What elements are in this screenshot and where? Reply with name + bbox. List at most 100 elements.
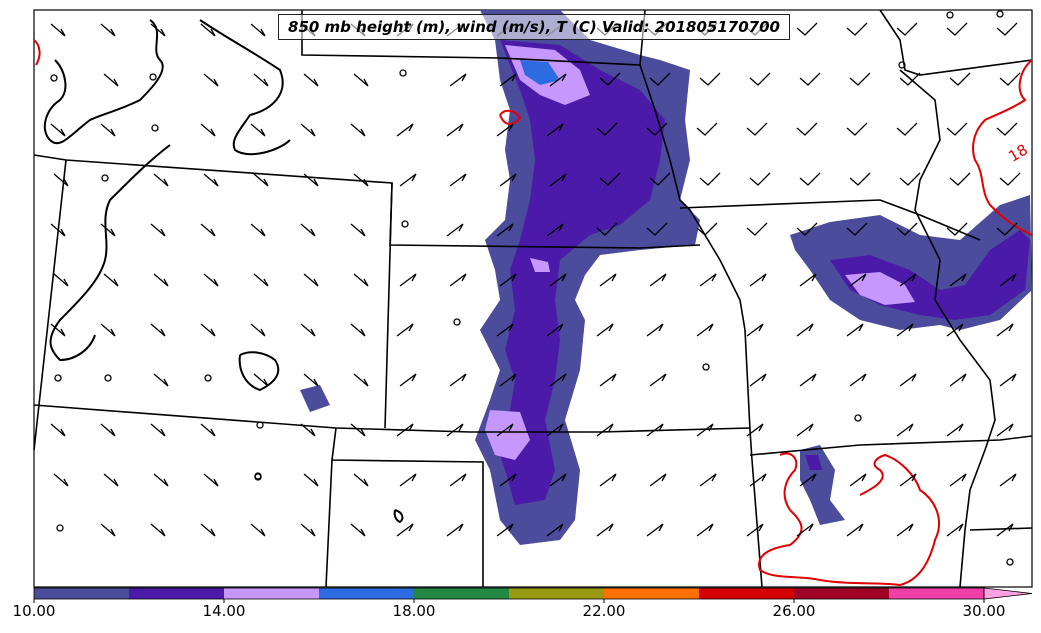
- wind-barb: [449, 73, 467, 87]
- colorbar-segment: [889, 588, 985, 599]
- wind-barb: [646, 222, 668, 236]
- wind-barb: [596, 122, 618, 136]
- wind-barb: [746, 222, 768, 236]
- wind-barb: [50, 423, 66, 437]
- wind-barb: [996, 222, 1018, 236]
- wind-barb: [649, 273, 667, 287]
- wind-barb: [949, 172, 971, 186]
- wind-barb: [596, 523, 614, 537]
- wind-barb: [699, 172, 721, 186]
- wind-barb: [896, 122, 918, 136]
- colorbar-tick-label: 14.00: [202, 602, 246, 620]
- wind-barb: [849, 172, 871, 186]
- wind-barb: [946, 22, 968, 36]
- calm-wind-circle: [399, 69, 407, 77]
- calm-wind-circle: [149, 73, 157, 81]
- wind-barb: [350, 123, 366, 137]
- wind-barb: [103, 473, 119, 487]
- wind-barb: [100, 223, 116, 237]
- wind-shading: [300, 10, 1032, 545]
- wind-barb: [996, 423, 1014, 437]
- wind-barb: [996, 22, 1018, 36]
- calm-wind-circle: [50, 74, 58, 82]
- wind-barb: [496, 523, 514, 537]
- wind-barb: [303, 173, 319, 187]
- wind-barb: [396, 423, 414, 437]
- wind-barb: [499, 173, 517, 187]
- wind-barb: [796, 423, 814, 437]
- wind-barb: [350, 423, 366, 437]
- wind-barb: [999, 172, 1021, 186]
- colorbar-segment: [34, 588, 130, 599]
- wind-barb: [896, 222, 918, 236]
- wind-barb: [896, 423, 914, 437]
- wind-barb: [896, 22, 918, 36]
- wind-barb: [446, 423, 464, 437]
- wind-barb: [999, 273, 1017, 287]
- colorbar-outline: [33, 587, 985, 600]
- wind-barb: [799, 273, 817, 287]
- wind-barb: [849, 273, 867, 287]
- wind-barb: [799, 373, 817, 387]
- calm-wind-circle: [151, 124, 159, 132]
- wind-barb: [946, 523, 964, 537]
- wind-barb: [949, 473, 967, 487]
- wind-barb: [303, 73, 319, 87]
- wind-barb: [896, 523, 914, 537]
- wind-barb: [100, 323, 116, 337]
- wind-barb: [999, 473, 1017, 487]
- calm-wind-circle: [898, 61, 906, 69]
- wind-barb: [899, 273, 917, 287]
- wind-barb: [449, 473, 467, 487]
- colorbar-segment: [794, 588, 890, 599]
- wind-barb: [350, 523, 366, 537]
- wind-barb: [696, 122, 718, 136]
- calm-wind-circle: [854, 414, 862, 422]
- wind-barb: [153, 373, 169, 387]
- wind-barb: [546, 423, 564, 437]
- wind-barb: [353, 173, 369, 187]
- wind-barb: [396, 523, 414, 537]
- wind-barb: [946, 122, 968, 136]
- wind-barb: [996, 122, 1018, 136]
- wind-barb: [599, 273, 617, 287]
- wind-barb: [746, 323, 764, 337]
- wind-band-light-mid: [530, 258, 550, 272]
- wind-barb: [996, 323, 1014, 337]
- calm-wind-circle: [101, 174, 109, 182]
- wind-barb: [699, 72, 721, 86]
- wind-barb: [300, 123, 316, 137]
- wind-barb: [846, 323, 864, 337]
- wind-barb: [303, 273, 319, 287]
- calm-wind-circle: [401, 220, 409, 228]
- wind-barb: [150, 23, 166, 37]
- temperature-contours: [33, 39, 1033, 587]
- wind-barb: [50, 23, 66, 37]
- wind-barb: [353, 473, 369, 487]
- wind-barb: [696, 423, 714, 437]
- wind-band-blue: [520, 60, 560, 85]
- colorbar-segment: [509, 588, 605, 599]
- wind-barb: [696, 323, 714, 337]
- wind-barb: [446, 523, 464, 537]
- wind-barb: [499, 273, 517, 287]
- state-boundaries: [33, 9, 1033, 588]
- colorbar-segment: [414, 588, 510, 599]
- wind-barb: [549, 373, 567, 387]
- wind-barb: [446, 123, 464, 137]
- wind-barb: [200, 123, 216, 137]
- wind-barb: [549, 273, 567, 287]
- wind-barb: [549, 73, 567, 87]
- wind-barb: [350, 223, 366, 237]
- wind-barb: [596, 323, 614, 337]
- calm-wind-circle: [104, 374, 112, 382]
- wind-barb: [153, 273, 169, 287]
- wind-barb: [549, 473, 567, 487]
- wind-barb: [796, 523, 814, 537]
- colorbar-segment: [604, 588, 700, 599]
- wind-barb: [499, 373, 517, 387]
- wind-barb: [749, 72, 771, 86]
- wind-patch-w: [300, 385, 330, 412]
- wind-barb: [496, 323, 514, 337]
- wind-barb: [899, 172, 921, 186]
